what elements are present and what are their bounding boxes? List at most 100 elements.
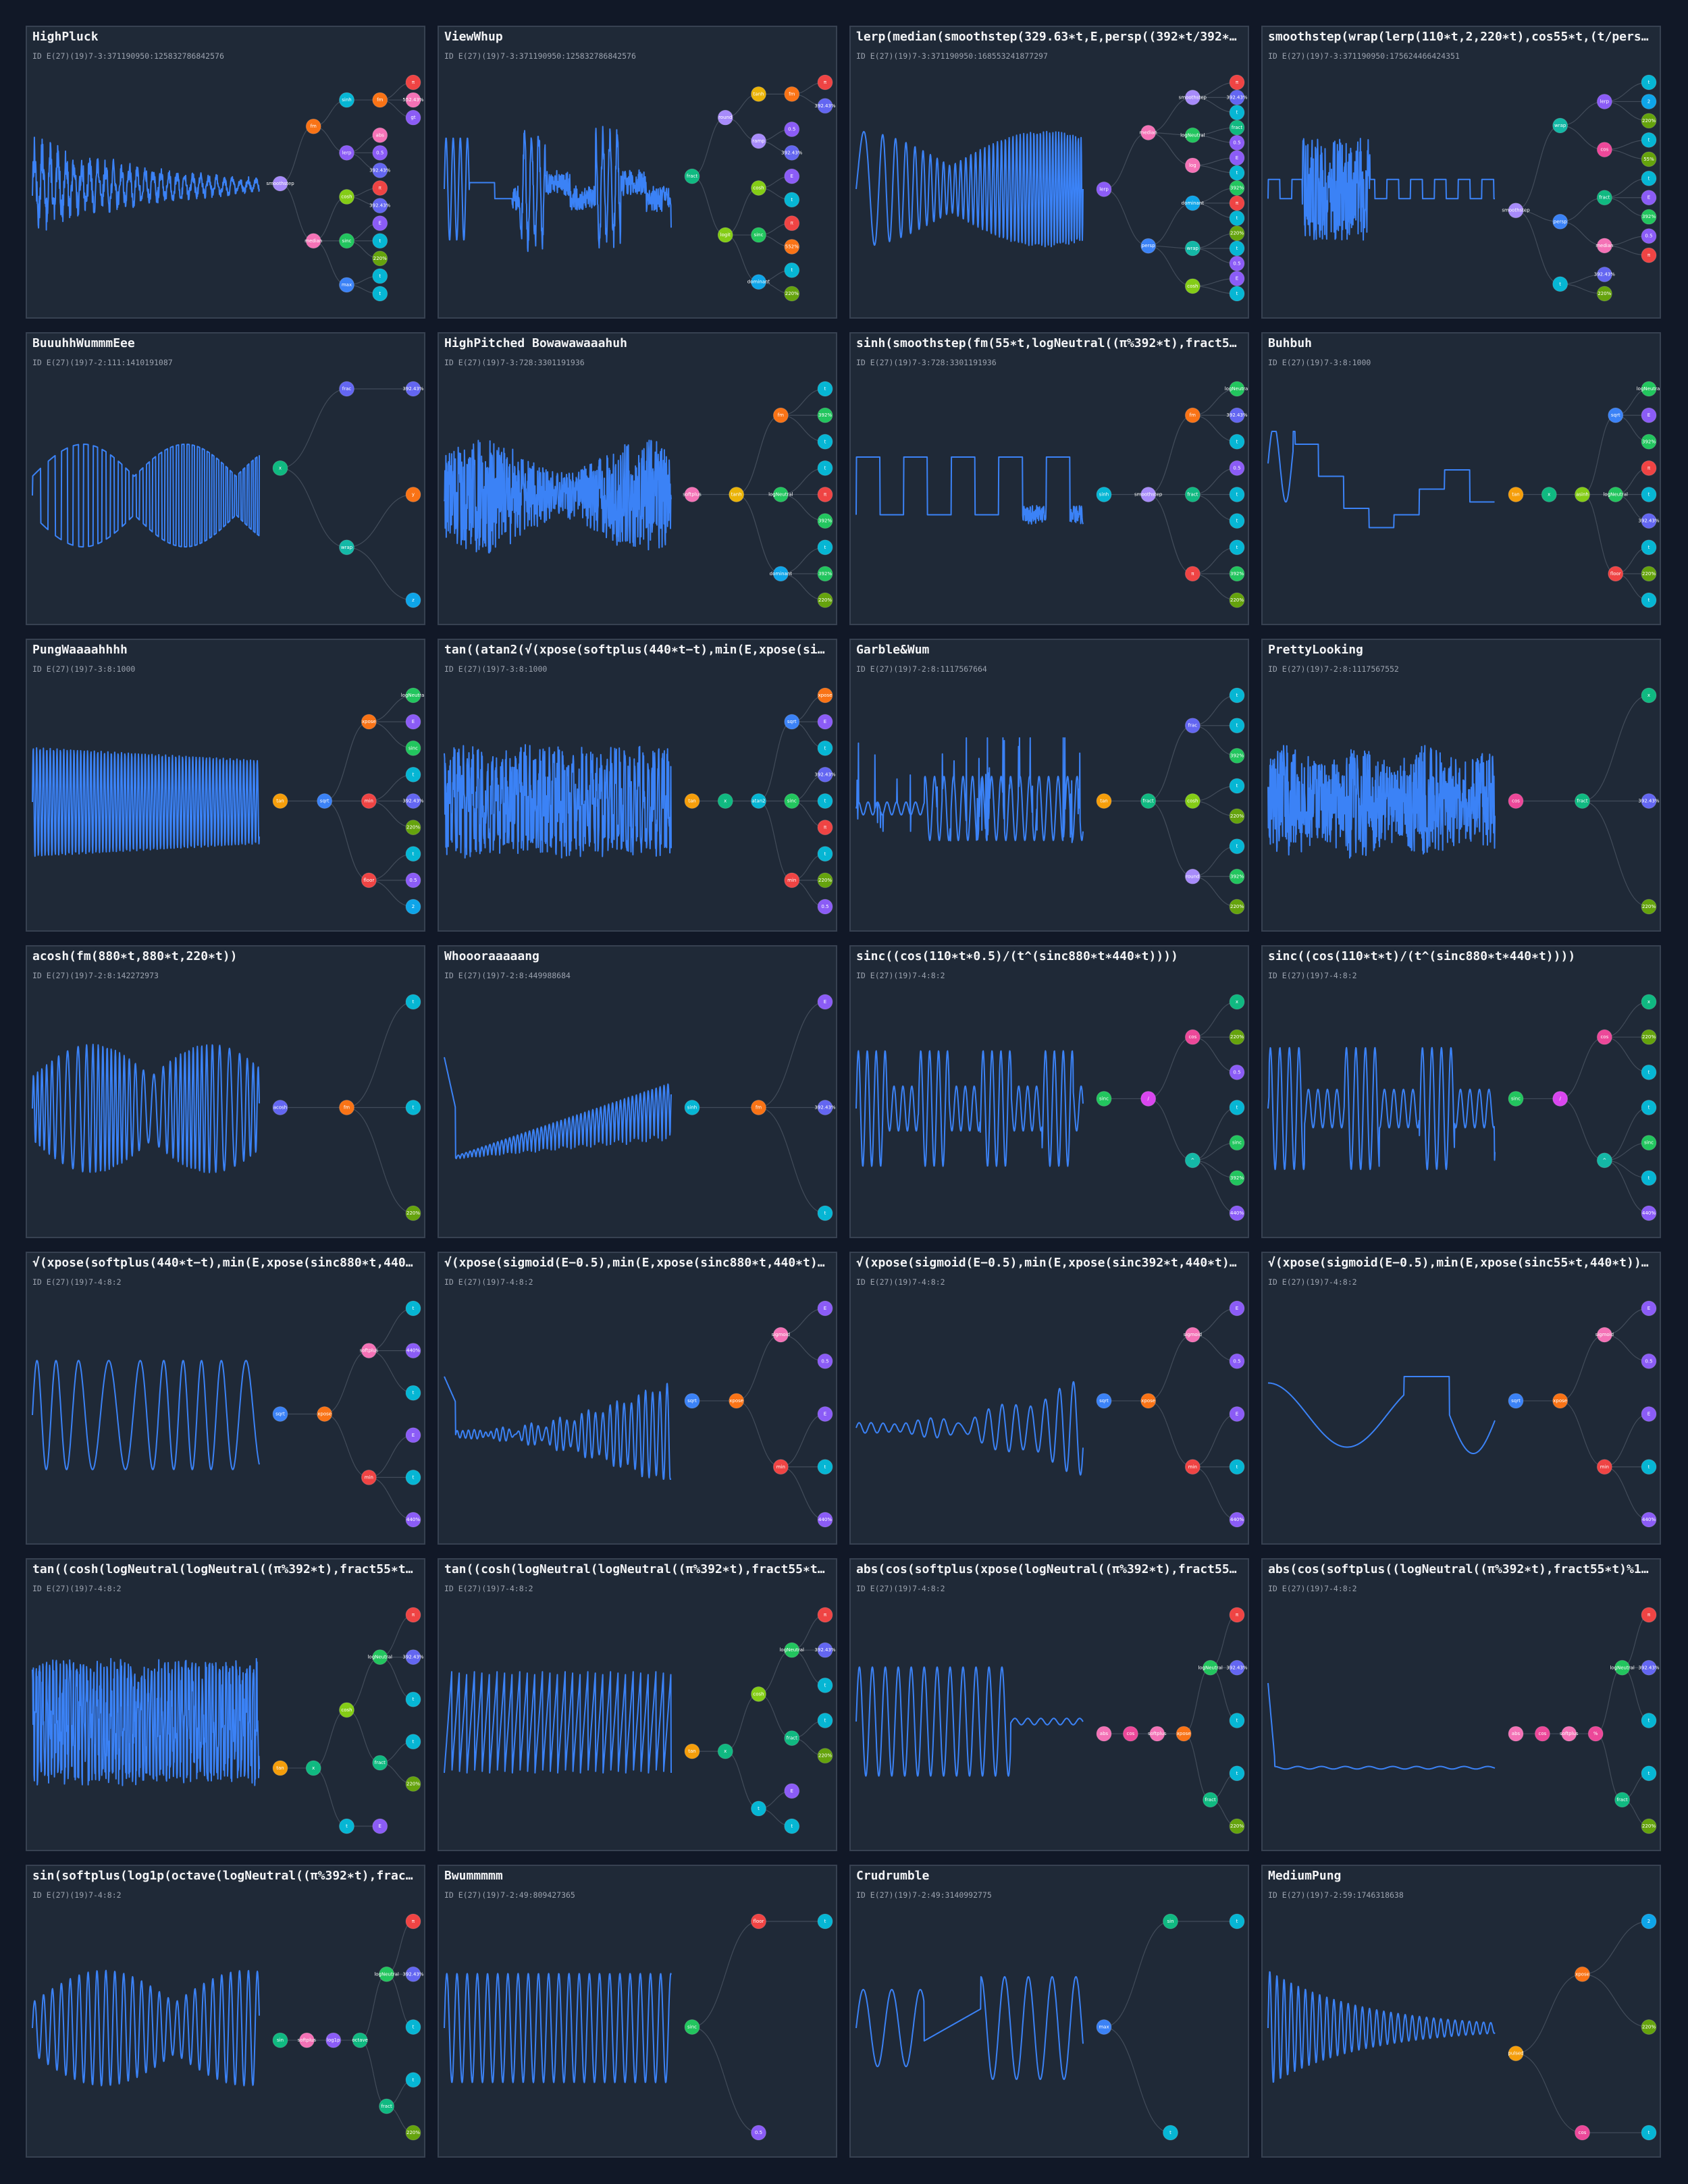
tree-node[interactable]: 392.43% — [369, 198, 391, 214]
tree-node[interactable]: x — [1541, 487, 1557, 502]
tree-node[interactable]: sqrt — [684, 1393, 700, 1409]
tree-node[interactable]: 552.43% — [402, 92, 424, 108]
tree-node[interactable]: gt — [405, 109, 421, 126]
tree-node[interactable]: 2 — [405, 899, 421, 915]
tree-node[interactable]: sinc — [1229, 1135, 1245, 1151]
tree-node[interactable]: t — [817, 433, 833, 450]
tree-node[interactable]: fm — [372, 92, 388, 108]
tree-node[interactable]: t — [1641, 2125, 1657, 2141]
tree-node[interactable]: tan — [272, 793, 288, 809]
tree-node[interactable]: t — [405, 2019, 421, 2035]
tree-node[interactable]: tan — [1508, 487, 1524, 502]
tree-node[interactable]: fm — [784, 86, 800, 102]
sound-card[interactable]: tan fract frac t t 392% cosh t 220% round t 392% 220… — [849, 639, 1249, 932]
tree-node[interactable]: fm — [305, 118, 321, 134]
tree-node[interactable]: E — [1641, 407, 1657, 423]
tree-node[interactable]: t — [339, 1818, 354, 1834]
tree-node[interactable]: sigmoid — [1184, 1327, 1203, 1343]
tree-node[interactable]: min — [772, 1459, 789, 1475]
tree-node[interactable]: π — [817, 1607, 833, 1623]
tree-node[interactable]: tan — [684, 1743, 700, 1759]
tree-node[interactable]: 0.5 — [1641, 228, 1657, 244]
tree-node[interactable]: t — [1229, 1100, 1245, 1115]
tree-node[interactable]: cos — [1122, 1726, 1138, 1742]
tree-node[interactable]: cosh — [339, 189, 354, 205]
tree-node[interactable]: logNeutral — [401, 687, 425, 703]
tree-node[interactable]: sin — [272, 2032, 288, 2048]
tree-node[interactable]: 392.43% — [1226, 89, 1248, 105]
tree-node[interactable]: t — [1229, 718, 1245, 734]
tree-node[interactable]: acosh — [272, 1100, 288, 1115]
tree-node[interactable]: x — [272, 460, 288, 476]
tree-node[interactable]: tan — [684, 793, 700, 809]
tree-node[interactable]: t — [1163, 2125, 1178, 2141]
tree-node[interactable]: median — [1595, 238, 1613, 254]
tree-node[interactable]: 392.43% — [402, 1966, 424, 1982]
tree-node[interactable]: sinc — [339, 233, 354, 249]
tree-node[interactable]: 392% — [817, 566, 833, 582]
tree-node[interactable]: softplus — [683, 487, 702, 502]
sound-card[interactable]: tan x asinh sqrt logNeutral E 392% logNeutral π t… — [1261, 332, 1661, 625]
tree-node[interactable]: % — [1587, 1726, 1604, 1742]
tree-node[interactable]: min — [361, 1469, 377, 1485]
tree-node[interactable]: 392% — [1229, 1170, 1245, 1186]
tree-node[interactable]: π — [1229, 195, 1245, 211]
tree-node[interactable]: 2 — [1641, 93, 1657, 109]
sound-card[interactable]: softplus tanh fm t 392% t logNeutral t π 392% domi… — [438, 332, 837, 625]
tree-node[interactable]: abs — [372, 127, 388, 143]
tree-node[interactable]: logNeutral — [1225, 381, 1249, 397]
sound-card[interactable]: abs cos softplus% logNeutral π 392.43% t fract t… — [1261, 1558, 1661, 1851]
tree-node[interactable]: ^ — [1596, 1152, 1612, 1169]
tree-node[interactable]: x — [1641, 994, 1657, 1010]
tree-node[interactable]: π — [784, 215, 800, 232]
tree-node[interactable]: t — [817, 793, 833, 809]
tree-node[interactable]: 392% — [1229, 180, 1245, 196]
tree-node[interactable]: 220% — [817, 872, 833, 888]
tree-node[interactable]: π — [1641, 247, 1657, 263]
tree-node[interactable]: lerp — [1096, 181, 1112, 197]
tree-node[interactable]: cosh — [751, 1686, 766, 1702]
tree-node[interactable]: t — [1641, 539, 1657, 556]
tree-node[interactable]: / — [1552, 1090, 1568, 1107]
tree-node[interactable]: E — [1229, 271, 1245, 287]
tree-node[interactable]: sinc — [684, 2019, 700, 2035]
tree-node[interactable]: sinc — [751, 227, 766, 243]
tree-node[interactable]: sin — [1163, 1913, 1178, 1929]
sound-card[interactable]: sinc floor t 0.5 Bwummmmm ID E(27)(19)7-2:49:… — [438, 1865, 837, 2158]
tree-node[interactable]: 440% — [1229, 1205, 1245, 1221]
tree-node[interactable]: cos — [1575, 2125, 1590, 2141]
tree-node[interactable]: E — [1229, 1300, 1245, 1316]
sound-card[interactable]: acosh fm t t 220% acosh(fm(880∗t,880∗t,220∗t)… — [26, 945, 425, 1238]
tree-node[interactable]: atan2 — [751, 793, 766, 809]
tree-node[interactable]: smoothstep — [1179, 89, 1207, 105]
tree-node[interactable]: t — [405, 1385, 421, 1401]
tree-node[interactable]: π — [1641, 460, 1657, 476]
tree-node[interactable]: cos — [1534, 1726, 1550, 1742]
tree-node[interactable]: 0.5 — [1229, 255, 1245, 271]
tree-node[interactable]: 220% — [1641, 899, 1657, 915]
tree-node[interactable]: 220% — [1229, 899, 1245, 915]
tree-node[interactable]: asinh — [1575, 487, 1590, 502]
tree-node[interactable]: max — [1096, 2019, 1112, 2035]
tree-node[interactable]: median — [305, 233, 322, 249]
tree-node[interactable]: fract — [684, 168, 700, 184]
tree-node[interactable]: t — [1229, 1459, 1245, 1475]
tree-node[interactable]: t — [405, 1469, 421, 1485]
tree-node[interactable]: t — [405, 1691, 421, 1707]
tree-node[interactable]: 392% — [1641, 209, 1657, 225]
tree-node[interactable]: cosh — [339, 1702, 354, 1718]
tree-node[interactable]: sqrt — [272, 1406, 288, 1422]
tree-node[interactable]: fract — [1140, 793, 1157, 809]
tree-node[interactable]: t — [817, 1713, 833, 1728]
tree-node[interactable]: smoothstep — [1134, 487, 1163, 502]
tree-node[interactable]: t — [405, 2072, 421, 2088]
tree-node[interactable]: 220% — [1641, 1818, 1657, 1834]
tree-node[interactable]: 220% — [405, 2125, 421, 2141]
tree-node[interactable]: t — [1229, 286, 1245, 302]
tree-node[interactable]: E — [817, 1406, 833, 1422]
sound-card[interactable]: abs cos softplus xpose logNeutral π 392.43% t fr… — [849, 1558, 1249, 1851]
tree-node[interactable]: xpose — [1176, 1726, 1192, 1742]
